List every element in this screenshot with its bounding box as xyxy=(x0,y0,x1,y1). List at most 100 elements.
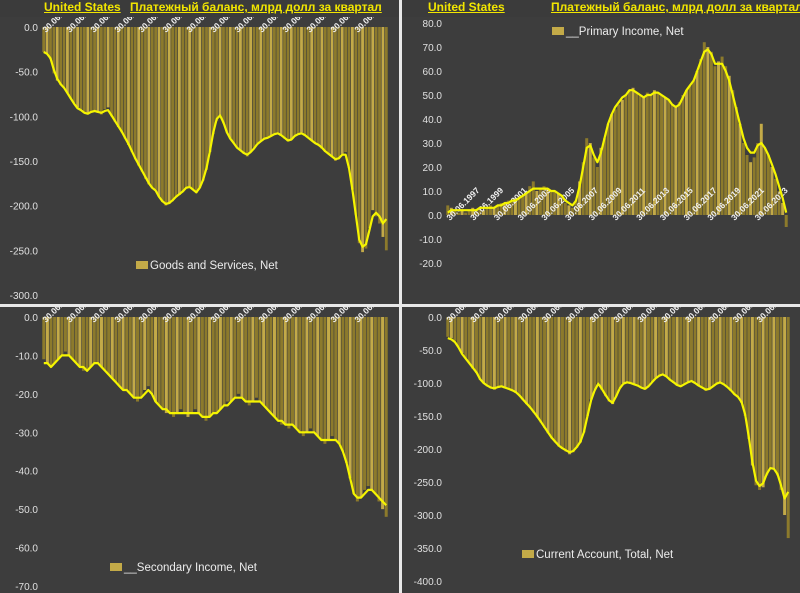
bar xyxy=(334,317,338,440)
bar xyxy=(546,317,550,434)
bar xyxy=(567,205,571,215)
bar xyxy=(496,317,500,387)
bar xyxy=(772,317,776,469)
y-tick-label: -50.0 xyxy=(15,68,38,79)
bar xyxy=(695,71,699,215)
moving-average-line xyxy=(447,337,790,500)
bar xyxy=(157,27,161,197)
bar xyxy=(699,59,703,215)
bar xyxy=(103,317,107,371)
bar xyxy=(150,317,154,394)
bar xyxy=(289,27,293,140)
bar xyxy=(639,317,643,389)
bar xyxy=(625,317,629,382)
bar xyxy=(59,27,63,86)
bar xyxy=(107,317,111,375)
bar xyxy=(570,207,574,215)
bar xyxy=(765,317,769,476)
bar xyxy=(370,317,374,490)
header-country-left: United States xyxy=(44,0,121,14)
y-tick-label: -10.0 xyxy=(15,351,38,362)
bar xyxy=(366,317,370,487)
bar xyxy=(453,317,457,341)
bar xyxy=(252,27,256,148)
bar xyxy=(49,27,52,60)
bar xyxy=(276,27,280,133)
bar xyxy=(532,317,536,413)
legend-swatch xyxy=(522,550,534,558)
bar xyxy=(593,317,597,390)
bar xyxy=(381,27,385,237)
bar xyxy=(521,317,525,401)
bar xyxy=(774,179,778,215)
bar xyxy=(269,317,273,414)
bar xyxy=(96,317,100,364)
bar xyxy=(507,317,511,390)
bar xyxy=(453,210,457,215)
bar xyxy=(607,317,611,402)
bar xyxy=(147,27,151,185)
y-tick-label: -30.0 xyxy=(15,428,38,439)
bar xyxy=(543,317,547,428)
bar xyxy=(194,27,198,194)
bar xyxy=(182,317,186,414)
bar xyxy=(588,143,592,215)
bar xyxy=(553,191,557,215)
y-tick-label: -350.0 xyxy=(414,544,443,555)
bar xyxy=(606,123,610,215)
legend-swatch xyxy=(552,27,564,35)
bar xyxy=(371,27,375,211)
bar xyxy=(63,317,67,352)
bar xyxy=(531,181,535,215)
vertical-divider xyxy=(399,0,402,593)
bar xyxy=(45,27,49,54)
bar xyxy=(574,200,578,215)
y-tick-label: 10.0 xyxy=(423,187,443,198)
bar xyxy=(535,317,539,418)
bar xyxy=(296,27,300,135)
bar xyxy=(517,195,521,215)
bar xyxy=(306,27,310,138)
y-tick-label: -400.0 xyxy=(414,577,443,588)
bar xyxy=(167,27,171,204)
chart-panel-primary-income: 80.0 70.0 60.0 50.0 40.0 30.0 20.0 10.0 0.0 -10.0… xyxy=(402,17,800,304)
bar xyxy=(72,27,76,103)
bar xyxy=(707,317,711,390)
bar xyxy=(310,27,314,141)
bar xyxy=(312,317,316,433)
bar xyxy=(614,317,618,397)
bar xyxy=(734,107,738,215)
bar xyxy=(146,317,150,387)
bar xyxy=(624,95,628,215)
bar xyxy=(363,317,367,490)
bar xyxy=(556,193,560,215)
bar xyxy=(78,317,82,367)
bar xyxy=(560,195,564,215)
bar xyxy=(525,317,529,405)
bar xyxy=(578,317,582,443)
bar xyxy=(747,317,751,440)
bar xyxy=(713,66,717,215)
bar xyxy=(179,317,183,410)
bar xyxy=(700,317,704,389)
bar xyxy=(611,317,615,405)
bar xyxy=(706,47,710,215)
y-tick-label: 70.0 xyxy=(423,43,443,54)
bar xyxy=(232,27,236,144)
bar xyxy=(786,317,790,539)
bar xyxy=(76,27,80,108)
bar xyxy=(323,27,327,153)
bar xyxy=(200,317,204,417)
bar xyxy=(256,27,259,144)
bar xyxy=(298,317,302,433)
bar xyxy=(215,27,219,121)
y-tick-label: -250.0 xyxy=(414,478,443,489)
bar xyxy=(456,212,460,215)
bar xyxy=(467,317,471,364)
bar xyxy=(679,317,683,387)
bar xyxy=(140,27,144,172)
bar xyxy=(114,317,118,383)
bar xyxy=(535,191,539,215)
bar xyxy=(783,317,787,515)
bar xyxy=(293,27,297,136)
